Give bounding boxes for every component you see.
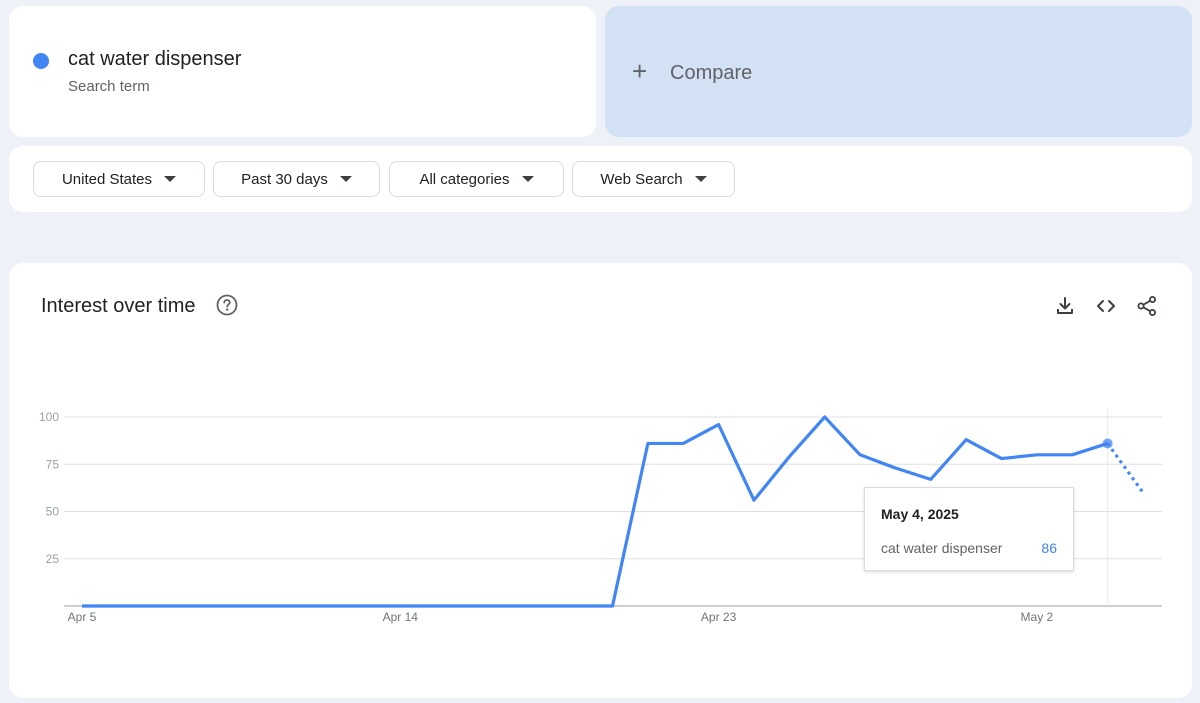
y-tick-label: 25 [46, 552, 60, 566]
x-tick-label: May 2 [1021, 610, 1054, 624]
search-term-sublabel: Search term [68, 78, 150, 95]
tooltip-term: cat water dispenser [881, 540, 1003, 556]
compare-button[interactable]: + Compare [605, 6, 1192, 137]
interest-over-time-card: Interest over time [9, 263, 1192, 698]
plus-icon: + [632, 56, 648, 86]
x-tick-label: Apr 14 [383, 610, 419, 624]
chart-tooltip: May 4, 2025 cat water dispenser 86 [864, 487, 1074, 571]
filter-region-label: United States [61, 170, 153, 188]
download-icon[interactable] [1054, 295, 1076, 317]
filter-search-type-label: Web Search [600, 170, 683, 188]
search-term-card[interactable]: cat water dispenser Search term [9, 6, 596, 137]
term-color-dot [33, 53, 49, 69]
y-tick-label: 50 [46, 505, 60, 519]
y-tick-label: 75 [46, 457, 60, 471]
chevron-down-icon [339, 176, 352, 182]
chart-title: Interest over time [41, 295, 196, 317]
help-icon[interactable] [216, 294, 238, 316]
share-icon[interactable] [1136, 295, 1158, 317]
chevron-down-icon [164, 176, 177, 182]
compare-label: Compare [670, 62, 753, 84]
embed-code-icon[interactable] [1095, 295, 1117, 317]
chevron-down-icon [521, 176, 534, 182]
tooltip-date: May 4, 2025 [881, 506, 959, 522]
x-tick-label: Apr 23 [701, 610, 737, 624]
y-tick-label: 100 [39, 410, 59, 424]
series-line [82, 415, 1109, 608]
filter-category-label: All categories [419, 170, 510, 188]
tooltip-value: 86 [1041, 540, 1057, 556]
highlighted-point[interactable] [1102, 438, 1113, 449]
filter-time-range[interactable]: Past 30 days [213, 161, 380, 197]
filter-region[interactable]: United States [33, 161, 205, 197]
filter-category[interactable]: All categories [389, 161, 564, 197]
x-tick-label: Apr 5 [68, 610, 97, 624]
filter-time-range-label: Past 30 days [241, 170, 328, 188]
filter-bar: United States Past 30 days All categorie… [9, 146, 1192, 212]
series-partial-line [1106, 442, 1145, 494]
search-term-name[interactable]: cat water dispenser [68, 48, 242, 70]
chevron-down-icon [694, 176, 707, 182]
filter-search-type[interactable]: Web Search [572, 161, 735, 197]
